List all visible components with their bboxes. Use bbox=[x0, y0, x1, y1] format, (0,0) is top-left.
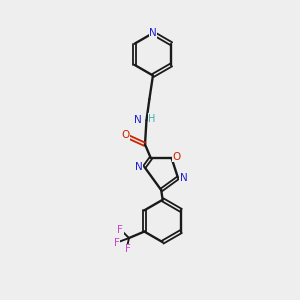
Text: F: F bbox=[117, 225, 123, 235]
Text: O: O bbox=[173, 152, 181, 162]
Text: F: F bbox=[124, 244, 130, 254]
Text: H: H bbox=[148, 114, 155, 124]
Text: N: N bbox=[149, 28, 157, 38]
Text: N: N bbox=[134, 115, 142, 125]
Text: F: F bbox=[114, 238, 120, 248]
Text: N: N bbox=[180, 173, 188, 183]
Text: O: O bbox=[122, 130, 130, 140]
Text: N: N bbox=[135, 162, 142, 172]
